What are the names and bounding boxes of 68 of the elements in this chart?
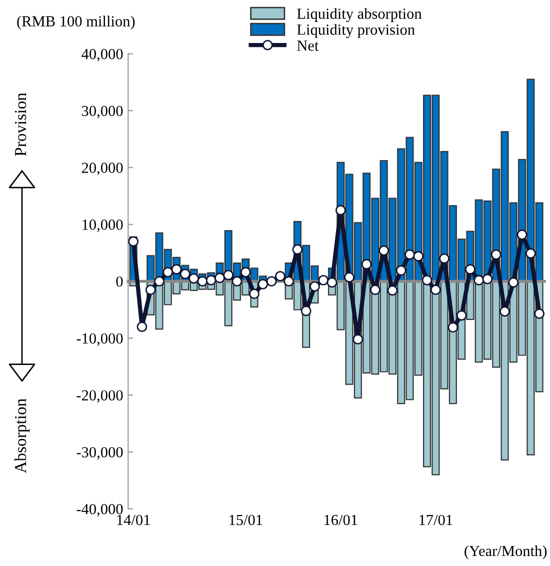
point xyxy=(352,334,364,345)
point xyxy=(188,273,200,284)
y-tick-label: 0 xyxy=(116,276,123,287)
point xyxy=(516,229,528,240)
text: (RMB 100 million) xyxy=(17,16,135,30)
point xyxy=(318,274,329,286)
point xyxy=(378,245,390,256)
point xyxy=(310,281,320,292)
point xyxy=(335,204,346,216)
point xyxy=(154,276,164,287)
point xyxy=(274,270,286,282)
y-tick-label: -30,000 xyxy=(76,447,123,460)
y-tick-label: -10,000 xyxy=(76,333,123,346)
y-tick-label: -40,000 xyxy=(76,504,123,516)
point xyxy=(404,249,415,260)
point xyxy=(490,249,502,260)
point xyxy=(508,277,519,288)
point xyxy=(474,274,484,286)
point xyxy=(300,306,312,316)
point xyxy=(180,268,190,280)
x-tick-label: 17/01 xyxy=(420,514,452,526)
point xyxy=(128,236,139,247)
point xyxy=(525,248,536,259)
point xyxy=(232,276,242,287)
y-tick-label: 10,000 xyxy=(82,220,123,232)
point xyxy=(284,276,294,287)
legend-label: Liquidity absorption xyxy=(297,8,422,22)
point xyxy=(162,266,174,278)
point xyxy=(214,272,225,284)
y-tick-label: 40,000 xyxy=(82,48,123,62)
point xyxy=(361,259,372,270)
point xyxy=(266,276,277,287)
point xyxy=(413,251,424,262)
point xyxy=(370,284,380,296)
point xyxy=(448,322,458,333)
point xyxy=(249,288,260,300)
y-tick-label: 20,000 xyxy=(82,162,123,176)
x-tick-label: 14/01 xyxy=(117,514,150,526)
point xyxy=(136,322,148,332)
point xyxy=(482,274,493,284)
point xyxy=(439,253,450,264)
point xyxy=(344,272,354,283)
point xyxy=(387,285,398,296)
point xyxy=(430,284,441,296)
point xyxy=(326,277,338,288)
point xyxy=(396,265,406,276)
point xyxy=(465,264,476,275)
point xyxy=(456,310,467,321)
point xyxy=(422,274,432,286)
x-axis-title: (Year/Month) xyxy=(464,545,547,560)
text: Provision xyxy=(14,92,26,156)
point xyxy=(223,270,234,280)
point xyxy=(240,266,251,278)
legend-label: Net xyxy=(297,40,319,51)
point xyxy=(171,264,182,275)
y-tick-label: -20,000 xyxy=(76,390,123,403)
legend-label: Liquidity provision xyxy=(297,24,415,38)
y-tick-label: 30,000 xyxy=(82,106,123,118)
point xyxy=(197,276,208,287)
point xyxy=(145,284,156,296)
point xyxy=(292,244,303,255)
x-tick-label: 15/01 xyxy=(230,514,262,526)
point xyxy=(258,278,268,290)
text: Absorption xyxy=(14,398,30,474)
point xyxy=(206,274,216,286)
point xyxy=(500,306,510,317)
point xyxy=(534,308,544,319)
x-tick-label: 16/01 xyxy=(324,514,358,526)
